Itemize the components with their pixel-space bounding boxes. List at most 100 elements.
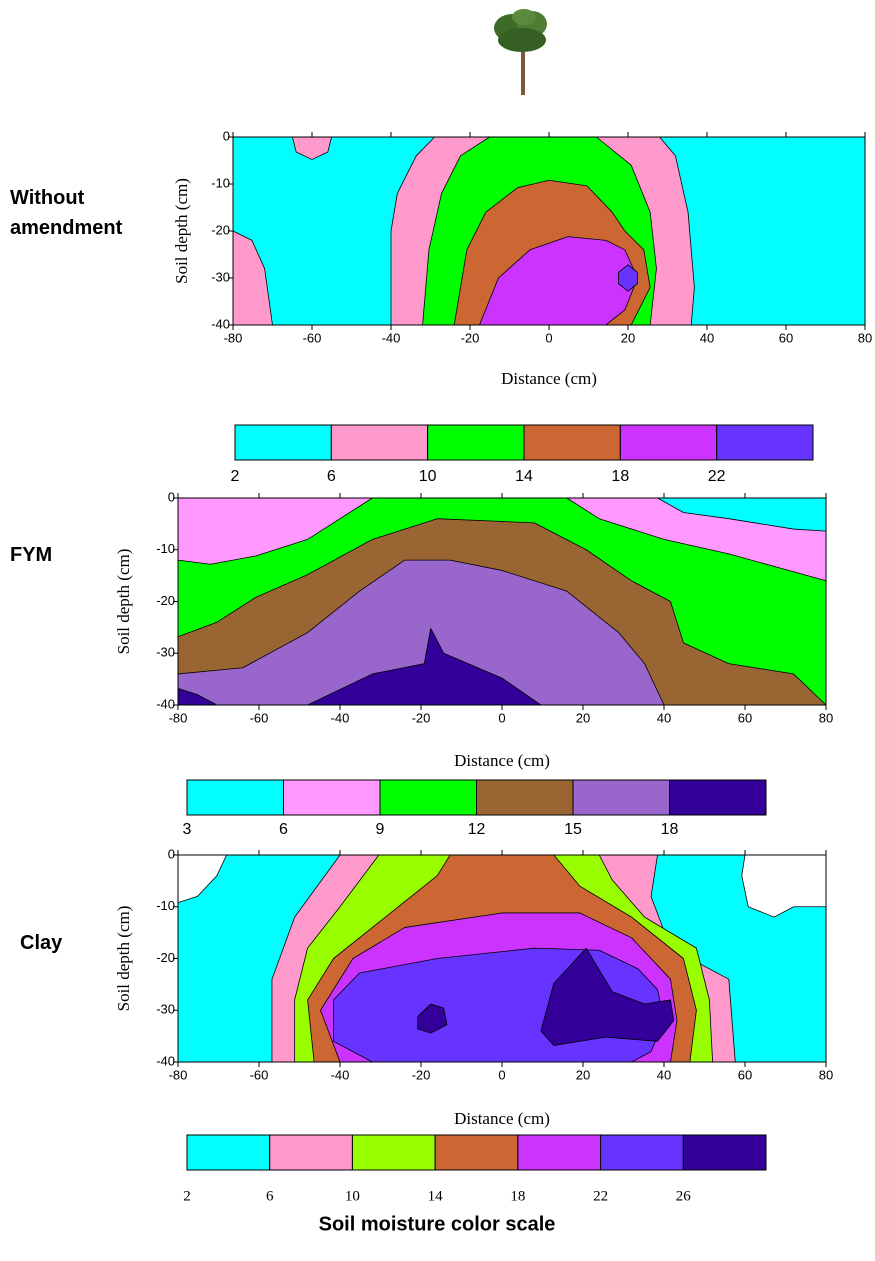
y-tick-label: -10 bbox=[156, 541, 175, 556]
x-tick-label: -80 bbox=[169, 710, 188, 725]
x-tick-label: 40 bbox=[657, 1067, 671, 1082]
colorbar-label: 6 bbox=[279, 821, 288, 838]
x-tick-label: -40 bbox=[382, 330, 401, 345]
y-axis-label: Soil depth (cm) bbox=[114, 906, 133, 1012]
y-tick-label: -20 bbox=[156, 593, 175, 608]
colorbar-label: 12 bbox=[468, 821, 486, 838]
x-tick-label: -40 bbox=[331, 710, 350, 725]
colorbar-label: 18 bbox=[510, 1188, 525, 1204]
y-tick-label: -40 bbox=[211, 316, 230, 331]
colorbar-box bbox=[682, 1134, 767, 1171]
x-tick-label: 80 bbox=[819, 710, 833, 725]
colorbar-label: 22 bbox=[593, 1188, 608, 1204]
y-tick-label: -20 bbox=[156, 950, 175, 965]
contour-region bbox=[417, 1003, 448, 1034]
y-tick-label: -30 bbox=[156, 1002, 175, 1017]
x-tick-label: 20 bbox=[576, 710, 590, 725]
x-tick-label: -20 bbox=[412, 710, 431, 725]
x-tick-label: -80 bbox=[169, 1067, 188, 1082]
x-axis-label: Distance (cm) bbox=[454, 1109, 550, 1128]
colorbar-box bbox=[330, 424, 429, 461]
x-tick-label: 80 bbox=[819, 1067, 833, 1082]
x-tick-label: 60 bbox=[738, 1067, 752, 1082]
contour-panel: -80 -60 -40 -20 0 20 40 60 80 0 -10 -20 -30 -40 Soil d… bbox=[114, 489, 833, 838]
colorbar-box bbox=[234, 424, 332, 461]
x-tick-label: 0 bbox=[498, 710, 505, 725]
colorbar-box bbox=[434, 1134, 519, 1171]
colorbar-label: 18 bbox=[661, 821, 679, 838]
colorbar-label: 6 bbox=[266, 1188, 274, 1204]
colorbar-label: 18 bbox=[611, 468, 629, 485]
colorbar-label: 22 bbox=[708, 468, 726, 485]
x-tick-label: -40 bbox=[331, 1067, 350, 1082]
x-tick-label: -20 bbox=[412, 1067, 431, 1082]
colorbar-label: 9 bbox=[376, 821, 385, 838]
colorbar-box bbox=[283, 779, 381, 816]
caption: Soil moisture color scale bbox=[319, 1213, 556, 1235]
y-tick-label: -30 bbox=[156, 645, 175, 660]
colorbar-label: 2 bbox=[183, 1188, 191, 1204]
colorbar-box bbox=[619, 424, 718, 461]
y-tick-label: 0 bbox=[168, 846, 175, 861]
colorbar-label: 6 bbox=[327, 468, 336, 485]
colorbar-box bbox=[716, 424, 814, 461]
y-tick-label: -10 bbox=[211, 175, 230, 190]
colorbar-box bbox=[669, 779, 767, 816]
x-tick-label: -80 bbox=[224, 330, 243, 345]
y-tick-label: -20 bbox=[211, 222, 230, 237]
x-tick-label: 40 bbox=[700, 330, 714, 345]
x-tick-label: 0 bbox=[545, 330, 552, 345]
colorbar-box bbox=[600, 1134, 684, 1171]
panel-label: FYM bbox=[10, 544, 53, 566]
colorbar-label: 3 bbox=[183, 821, 192, 838]
contour-panel: -80 -60 -40 -20 0 20 40 60 80 0 -10 -20 -30 -40 Soil d… bbox=[172, 128, 872, 485]
colorbar-label: 26 bbox=[676, 1188, 692, 1204]
y-tick-label: -10 bbox=[156, 898, 175, 913]
x-tick-label: 0 bbox=[498, 1067, 505, 1082]
contour-region bbox=[618, 264, 638, 292]
colorbar-box bbox=[186, 779, 284, 816]
x-tick-label: 40 bbox=[657, 710, 671, 725]
colorbar-box bbox=[476, 779, 574, 816]
colorbar-box bbox=[517, 1134, 602, 1171]
x-tick-label: 20 bbox=[621, 330, 635, 345]
x-tick-label: 20 bbox=[576, 1067, 590, 1082]
x-tick-label: 60 bbox=[738, 710, 752, 725]
colorbar-box bbox=[269, 1134, 353, 1171]
y-tick-label: -30 bbox=[211, 269, 230, 284]
tree-icon bbox=[494, 9, 547, 95]
colorbar-label: 10 bbox=[419, 468, 437, 485]
x-tick-label: 60 bbox=[779, 330, 793, 345]
contour-region bbox=[540, 947, 675, 1046]
x-tick-label: -60 bbox=[303, 330, 322, 345]
panel-label: Clay bbox=[20, 932, 63, 954]
colorbar-label: 15 bbox=[564, 821, 582, 838]
y-tick-label: 0 bbox=[168, 489, 175, 504]
colorbar-box bbox=[572, 779, 670, 816]
colorbar-label: 2 bbox=[231, 468, 240, 485]
y-tick-label: 0 bbox=[223, 128, 230, 143]
colorbar-label: 14 bbox=[428, 1188, 444, 1204]
colorbar-box bbox=[351, 1134, 436, 1171]
colorbar-box bbox=[186, 1134, 271, 1171]
contour-region bbox=[307, 628, 542, 706]
y-axis-label: Soil depth (cm) bbox=[172, 178, 191, 284]
contour-region bbox=[479, 236, 638, 326]
x-tick-label: -60 bbox=[250, 1067, 269, 1082]
y-tick-label: -40 bbox=[156, 696, 175, 711]
colorbar-box bbox=[379, 779, 477, 816]
y-axis-label: Soil depth (cm) bbox=[114, 549, 133, 655]
x-tick-label: 80 bbox=[858, 330, 872, 345]
colorbar-box bbox=[427, 424, 525, 461]
colorbar-box bbox=[523, 424, 621, 461]
x-axis-label: Distance (cm) bbox=[454, 751, 550, 770]
x-tick-label: -20 bbox=[461, 330, 480, 345]
x-axis-label: Distance (cm) bbox=[501, 369, 597, 388]
colorbar-label: 10 bbox=[345, 1188, 360, 1204]
x-tick-label: -60 bbox=[250, 710, 269, 725]
colorbar-label: 14 bbox=[515, 468, 533, 485]
panel-label: Without amendment bbox=[10, 187, 123, 239]
contour-panel: -80 -60 -40 -20 0 20 40 60 80 0 -10 -20 -30 -40 Soil d… bbox=[114, 846, 833, 1204]
